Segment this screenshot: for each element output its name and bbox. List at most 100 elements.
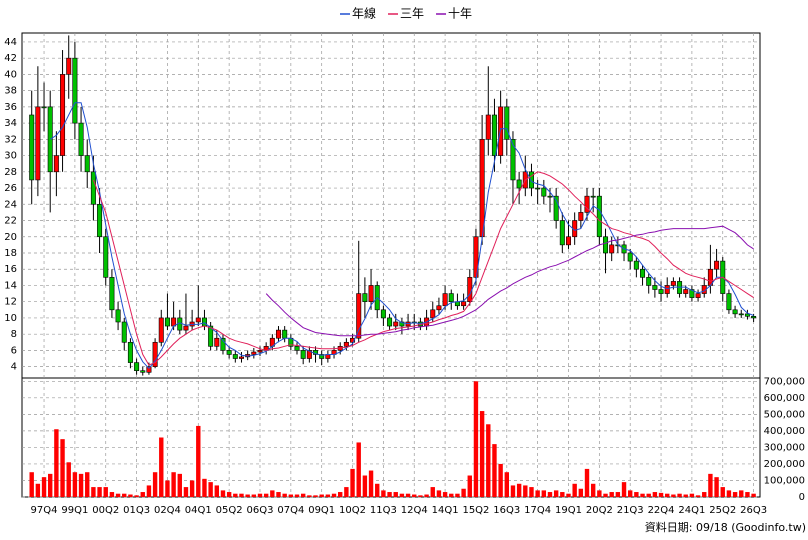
x-tick-label: 16Q3 <box>493 505 520 516</box>
volume-bar <box>584 468 590 497</box>
volume-bar <box>683 494 688 497</box>
y-tick-label: 34 <box>4 118 17 129</box>
volume-bar <box>492 444 497 497</box>
y-tick-label: 40 <box>4 69 17 80</box>
candle-body <box>72 57 78 124</box>
x-tick-label: 07Q4 <box>277 505 304 516</box>
volume-bar <box>449 493 454 497</box>
y-tick-label: 20 <box>4 232 17 243</box>
candle-body <box>633 260 639 270</box>
volume-bar <box>399 493 405 497</box>
y2-tick-label: 600,000 <box>764 393 805 404</box>
y-tick-label: 38 <box>4 86 17 97</box>
y-tick-label: 24 <box>4 199 17 210</box>
volume-bar <box>473 381 479 497</box>
candle-body <box>640 268 646 278</box>
volume-bar <box>572 483 577 497</box>
y2-tick-label: 400,000 <box>764 426 805 437</box>
candle-body <box>294 346 300 351</box>
volume-bar <box>689 493 695 497</box>
candle-body <box>516 179 522 189</box>
x-tick-label: 02Q4 <box>154 505 181 516</box>
candle-body <box>448 293 454 302</box>
candle-body <box>535 187 541 190</box>
candle-body <box>596 195 602 238</box>
volume-bar <box>165 480 170 497</box>
volume-bar <box>338 492 343 497</box>
candle-body <box>214 337 220 347</box>
candle-body <box>146 366 152 373</box>
candle-body <box>670 281 676 286</box>
volume-bar <box>510 485 516 497</box>
volume-bar <box>214 485 220 497</box>
candle-body <box>584 195 590 213</box>
candle-body <box>461 301 467 307</box>
candle-body <box>41 106 47 109</box>
volume-bar <box>547 492 553 497</box>
x-tick-label: 11Q3 <box>370 505 397 516</box>
volume-bar <box>177 473 182 497</box>
candle-body <box>744 313 750 317</box>
volume-bar <box>671 494 676 497</box>
volume-bar <box>702 492 707 497</box>
volume-bar <box>344 487 349 497</box>
x-tick-label: 25Q2 <box>709 505 736 516</box>
volume-bar <box>535 490 540 497</box>
volume-bar <box>152 472 158 497</box>
candle-body <box>547 195 553 198</box>
volume-bar <box>708 473 713 497</box>
y-tick-label: 36 <box>4 102 17 113</box>
volume-bar <box>171 472 176 497</box>
x-tick-label: 05Q2 <box>216 505 243 516</box>
volume-bar <box>726 490 732 497</box>
volume-bar <box>35 483 41 497</box>
candle-body <box>343 341 349 347</box>
candle-body <box>738 313 744 316</box>
volume-bar <box>146 485 152 497</box>
volume-bar <box>560 492 565 497</box>
candle-body <box>467 277 473 302</box>
volume-bar <box>103 487 108 497</box>
volume-bar <box>72 472 78 497</box>
plot-frame <box>21 32 761 498</box>
candle-body <box>510 139 516 181</box>
legend-label: 三年 <box>400 7 424 21</box>
volume-bar <box>652 492 658 497</box>
candle-body <box>208 325 214 347</box>
volume-bar <box>220 490 226 497</box>
volume-bar <box>467 475 472 497</box>
volume-bar <box>122 493 127 497</box>
x-tick-label: 09Q1 <box>308 505 335 516</box>
volume-bar <box>732 492 738 497</box>
x-tick-label: 21Q3 <box>617 505 644 516</box>
volume-bar <box>436 490 442 497</box>
volume-bar <box>387 492 392 497</box>
x-tick-label: 00Q2 <box>92 505 119 516</box>
volume-bar <box>634 492 639 497</box>
volume-bar <box>263 493 269 497</box>
candle-body <box>393 321 399 327</box>
candle-body <box>282 329 288 339</box>
volume-bar <box>294 494 300 497</box>
volume-bar <box>362 475 368 497</box>
x-tick-label: 22Q4 <box>648 505 675 516</box>
candle-body <box>140 370 146 373</box>
volume-bar <box>498 463 503 497</box>
x-tick-label: 14Q1 <box>432 505 459 516</box>
legend-label: 年線 <box>352 6 376 21</box>
volume-bar <box>134 495 139 497</box>
volume-bar <box>128 494 133 497</box>
volume-bar <box>91 487 96 497</box>
candle-body <box>90 171 96 205</box>
candle-body <box>541 187 547 197</box>
volume-bar <box>597 490 602 497</box>
candle-body <box>362 293 368 302</box>
candle-body <box>300 350 306 359</box>
candle-body <box>183 325 189 331</box>
ma-line <box>49 102 754 370</box>
x-tick-label: 17Q4 <box>524 505 551 516</box>
y-tick-label: 8 <box>11 329 17 340</box>
volume-bar <box>745 492 750 497</box>
candle-body <box>103 236 109 278</box>
volume-bar <box>553 490 559 497</box>
